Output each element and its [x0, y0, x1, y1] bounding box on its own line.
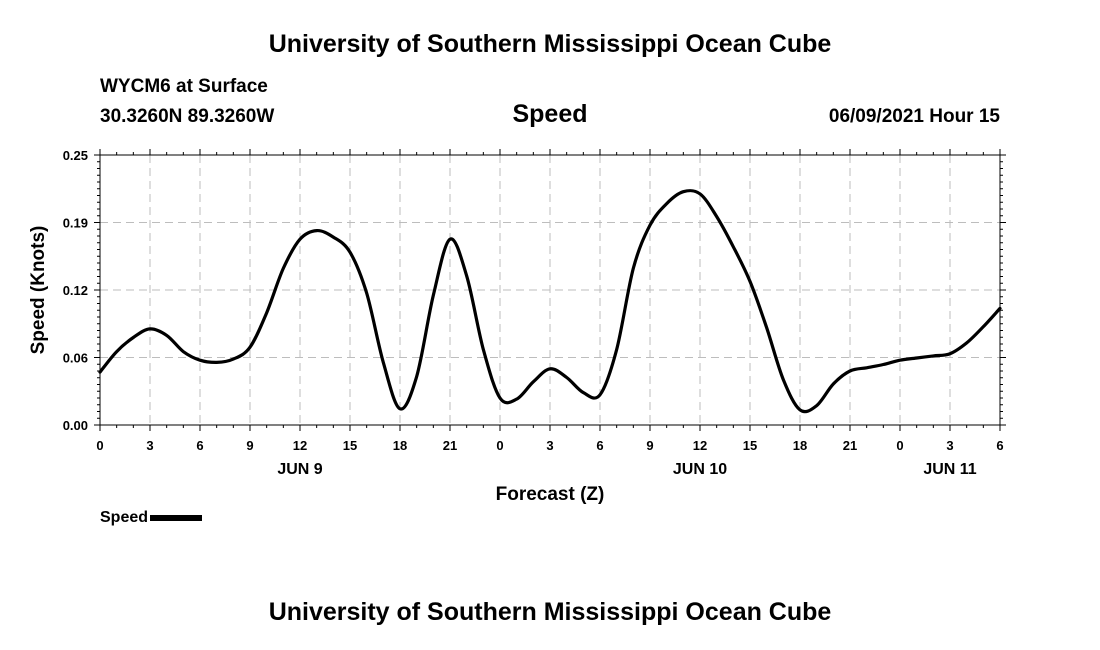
legend-line-swatch — [150, 514, 203, 521]
variable-title: Speed — [512, 100, 588, 128]
x-tick-label: 3 — [146, 438, 153, 453]
x-tick-label: 12 — [693, 438, 707, 453]
x-tick-label: 21 — [843, 438, 857, 453]
x-tick-label: 18 — [393, 438, 407, 453]
y-tick-label: 0.00 — [63, 418, 88, 433]
day-label: JUN 10 — [673, 461, 727, 478]
y-tick-label: 0.06 — [63, 351, 88, 366]
x-tick-label: 15 — [743, 438, 757, 453]
speed-series-line — [98, 188, 1002, 414]
x-tick-label: 15 — [343, 438, 357, 453]
y-tick-label: 0.19 — [63, 216, 88, 231]
x-tick-label: 18 — [793, 438, 807, 453]
x-tick-label: 9 — [646, 438, 653, 453]
x-tick-label: 12 — [293, 438, 307, 453]
footer-title: University of Southern Mississippi Ocean… — [268, 598, 832, 626]
station-coordinates: 30.3260N 89.3260W — [100, 106, 275, 127]
day-label: JUN 9 — [277, 461, 322, 478]
x-tick-label: 0 — [96, 438, 103, 453]
station-name: WYCM6 at Surface — [100, 76, 268, 97]
forecast-datetime: 06/09/2021 Hour 15 — [828, 106, 1000, 127]
legend-label: Speed — [100, 509, 149, 526]
x-tick-label: 9 — [246, 438, 253, 453]
x-tick-label: 6 — [196, 438, 203, 453]
plot-frame — [99, 154, 1001, 426]
y-tick-label: 0.12 — [63, 283, 88, 298]
day-label: JUN 11 — [923, 461, 976, 478]
x-tick-label: 6 — [596, 438, 603, 453]
x-tick-label: 6 — [996, 438, 1003, 453]
x-tick-label: 21 — [443, 438, 457, 453]
page-title: University of Southern Mississippi Ocean… — [268, 30, 832, 58]
x-axis-title: Forecast (Z) — [496, 484, 605, 505]
x-tick-label: 3 — [546, 438, 553, 453]
y-tick-label: 0.25 — [63, 148, 88, 163]
x-tick-label: 0 — [896, 438, 903, 453]
y-axis-title: Speed (Knots) — [28, 226, 49, 355]
x-tick-label: 3 — [946, 438, 953, 453]
x-tick-label: 0 — [496, 438, 503, 453]
legend: Speed — [100, 509, 203, 527]
station-info: WYCM6 at Surface 30.3260N 89.3260W — [100, 76, 274, 136]
